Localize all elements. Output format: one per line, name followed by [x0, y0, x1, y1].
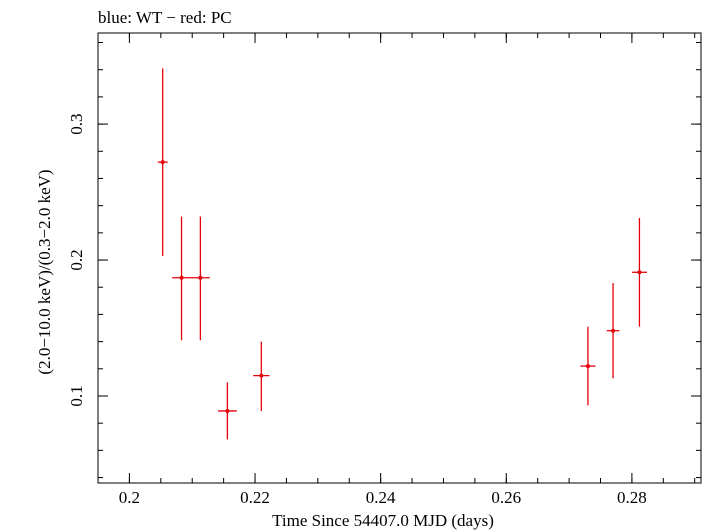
y-axis-label: (2.0−10.0 keV)/(0.3−2.0 keV): [35, 169, 54, 374]
data-points: [157, 68, 647, 440]
point-marker: [225, 408, 230, 413]
x-axis-label: Time Since 54407.0 MJD (days): [272, 511, 494, 530]
y-axis: 0.1 0.2 0.3: [67, 42, 701, 479]
data-point: [631, 217, 647, 327]
point-marker: [160, 160, 165, 165]
data-point: [606, 283, 620, 379]
point-marker: [585, 364, 590, 369]
x-tick-label: 0.22: [240, 488, 270, 507]
data-point: [172, 216, 191, 341]
point-marker: [611, 328, 616, 333]
point-marker: [179, 275, 184, 280]
x-tick-label: 0.26: [491, 488, 521, 507]
point-marker: [198, 275, 203, 280]
x-tick-label: 0.28: [617, 488, 647, 507]
data-point: [253, 341, 270, 411]
data-point: [157, 68, 168, 256]
y-tick-label: 0.1: [67, 385, 86, 406]
point-marker: [259, 373, 264, 378]
y-tick-label: 0.3: [67, 113, 86, 134]
data-point: [217, 382, 237, 440]
x-axis: 0.2 0.22 0.24 0.26 0.28: [97, 33, 696, 507]
y-tick-label: 0.2: [67, 249, 86, 270]
data-point: [580, 326, 596, 406]
x-tick-label: 0.2: [119, 488, 140, 507]
plot-frame: [97, 32, 702, 484]
chart-title: blue: WT − red: PC: [98, 8, 232, 27]
point-marker: [637, 270, 642, 275]
data-point: [190, 216, 210, 341]
x-tick-label: 0.24: [366, 488, 396, 507]
